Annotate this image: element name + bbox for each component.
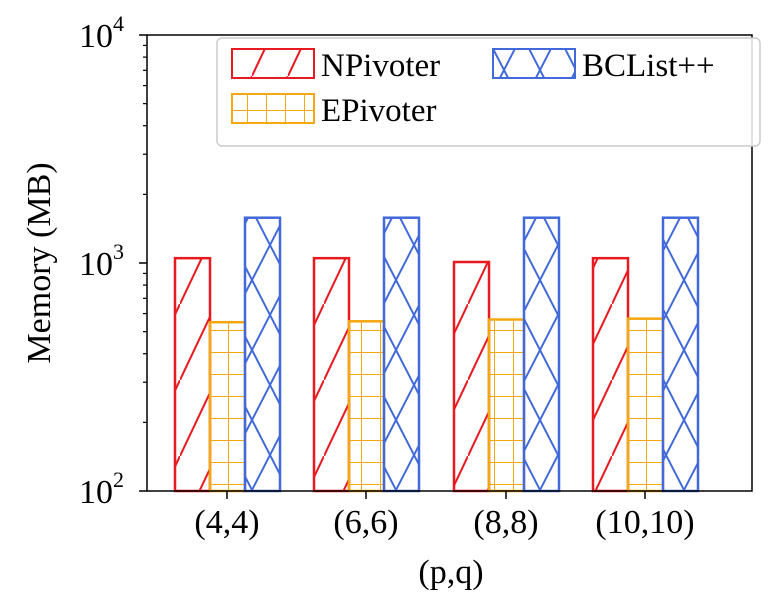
- y-axis: 102 103 104: [79, 11, 147, 511]
- legend: NPivoter BCList++ EPivoter: [216, 37, 761, 147]
- legend-swatch-bclist: [492, 48, 576, 79]
- bar-npivoter-10-10: [591, 256, 630, 493]
- x-axis: (4,4) (6,6) (8,8) (10,10): [194, 491, 695, 541]
- bars-layer: [173, 216, 700, 493]
- x-tick-label-8-8: (8,8): [473, 504, 538, 541]
- legend-label-bclist: BCList++: [582, 48, 715, 84]
- y-axis-label: Memory (MB): [21, 162, 58, 363]
- bar-npivoter-8-8: [452, 260, 491, 493]
- x-tick-label-10-10: (10,10): [595, 504, 694, 541]
- bar-npivoter-4-4: [173, 256, 212, 493]
- legend-frame: [216, 37, 761, 147]
- bar-npivoter-6-6: [312, 256, 351, 493]
- y-tick-label: 102: [79, 467, 124, 511]
- legend-item-bclist: BCList++: [492, 48, 715, 84]
- legend-swatch-epivoter: [231, 93, 315, 124]
- x-tick-label-4-4: (4,4): [194, 504, 259, 541]
- legend-label-npivoter: NPivoter: [321, 48, 440, 84]
- bar-epivoter-10-10: [626, 317, 665, 493]
- bar-bclist-4-4: [243, 216, 282, 493]
- bar-epivoter-4-4: [208, 320, 247, 493]
- bar-epivoter-8-8: [487, 318, 526, 493]
- y-tick-label: 104: [79, 11, 124, 55]
- x-axis-label: (p,q): [418, 554, 483, 591]
- x-tick-label-6-6: (6,6): [333, 504, 398, 541]
- legend-item-epivoter: EPivoter: [231, 93, 436, 129]
- bar-epivoter-6-6: [347, 320, 386, 493]
- bar-bclist-10-10: [661, 216, 700, 493]
- legend-item-npivoter: NPivoter: [231, 48, 440, 84]
- bar-bclist-6-6: [382, 216, 421, 493]
- bar-bclist-8-8: [522, 216, 561, 493]
- y-tick-label: 103: [79, 239, 124, 283]
- legend-label-epivoter: EPivoter: [321, 93, 436, 129]
- legend-swatch-npivoter: [231, 48, 315, 79]
